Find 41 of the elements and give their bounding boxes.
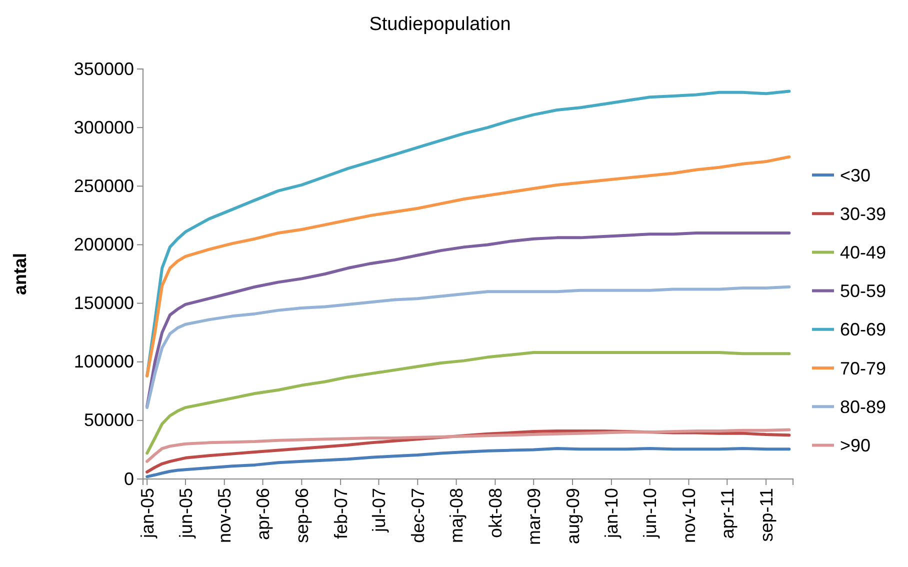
y-tick-label: 200000	[74, 234, 134, 254]
x-tick-label: jun-10	[640, 488, 660, 540]
x-tick-label: apr-06	[253, 488, 274, 540]
y-tick-label: 250000	[74, 176, 134, 196]
y-tick-label: 150000	[74, 293, 134, 314]
legend-label: 50-59	[840, 281, 886, 302]
legend-label: 30-39	[840, 204, 886, 224]
y-tick-label: 350000	[74, 58, 134, 79]
legend-label: 60-69	[840, 320, 886, 340]
line-series	[146, 155, 791, 378]
y-axis-title: antal	[10, 252, 30, 296]
x-tick-label: jul-07	[369, 488, 390, 534]
x-tick-label: apr-11	[717, 488, 738, 539]
x-tick-label: dec-07	[408, 488, 428, 544]
line-series	[146, 447, 791, 478]
x-tick-label: nov-10	[679, 488, 700, 544]
x-tick-label: sep-11	[756, 488, 776, 542]
x-tick-label: nov-05	[214, 488, 235, 544]
x-tick-label: maj-08	[446, 488, 467, 544]
legend-label: 70-79	[840, 358, 886, 378]
x-tick-label: feb-07	[330, 488, 351, 540]
legend-label: 80-89	[840, 396, 886, 417]
legend-label: 40-49	[840, 242, 886, 262]
y-tick-label: 100000	[74, 352, 134, 372]
x-tick-label: aug-09	[562, 488, 583, 544]
line-series	[146, 285, 791, 410]
line-series	[146, 428, 791, 463]
y-tick-label: 300000	[74, 117, 134, 138]
x-tick-label: okt-08	[486, 488, 506, 538]
x-tick-label: jan-05	[137, 488, 158, 540]
line-series	[146, 350, 791, 455]
x-tick-label: jan-10	[602, 488, 622, 540]
y-tick-label: 0	[124, 468, 134, 489]
line-series	[146, 232, 791, 408]
y-tick-label: 50000	[84, 410, 134, 430]
x-tick-label: jun-05	[176, 488, 196, 540]
legend-label: <30	[840, 165, 871, 186]
chart-title: Studiepopulation	[369, 14, 511, 35]
legend-label: >90	[840, 436, 871, 456]
x-tick-label: sep-06	[292, 488, 312, 544]
x-tick-label: mar-09	[524, 488, 544, 546]
